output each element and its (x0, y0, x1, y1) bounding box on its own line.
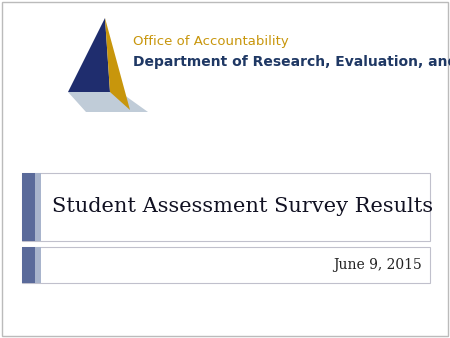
Text: Department of Research, Evaluation, and Assessment: Department of Research, Evaluation, and … (133, 55, 450, 69)
Bar (35, 247, 41, 283)
Text: June 9, 2015: June 9, 2015 (333, 258, 422, 272)
Bar (22, 173, 35, 241)
Polygon shape (68, 18, 110, 92)
Text: Student Assessment Survey Results: Student Assessment Survey Results (52, 197, 433, 217)
Bar (35, 173, 41, 241)
Polygon shape (68, 92, 148, 112)
Bar (22, 173, 430, 241)
Bar (22, 247, 35, 283)
Bar (22, 247, 430, 283)
Polygon shape (105, 18, 130, 110)
Text: Office of Accountability: Office of Accountability (133, 35, 289, 48)
